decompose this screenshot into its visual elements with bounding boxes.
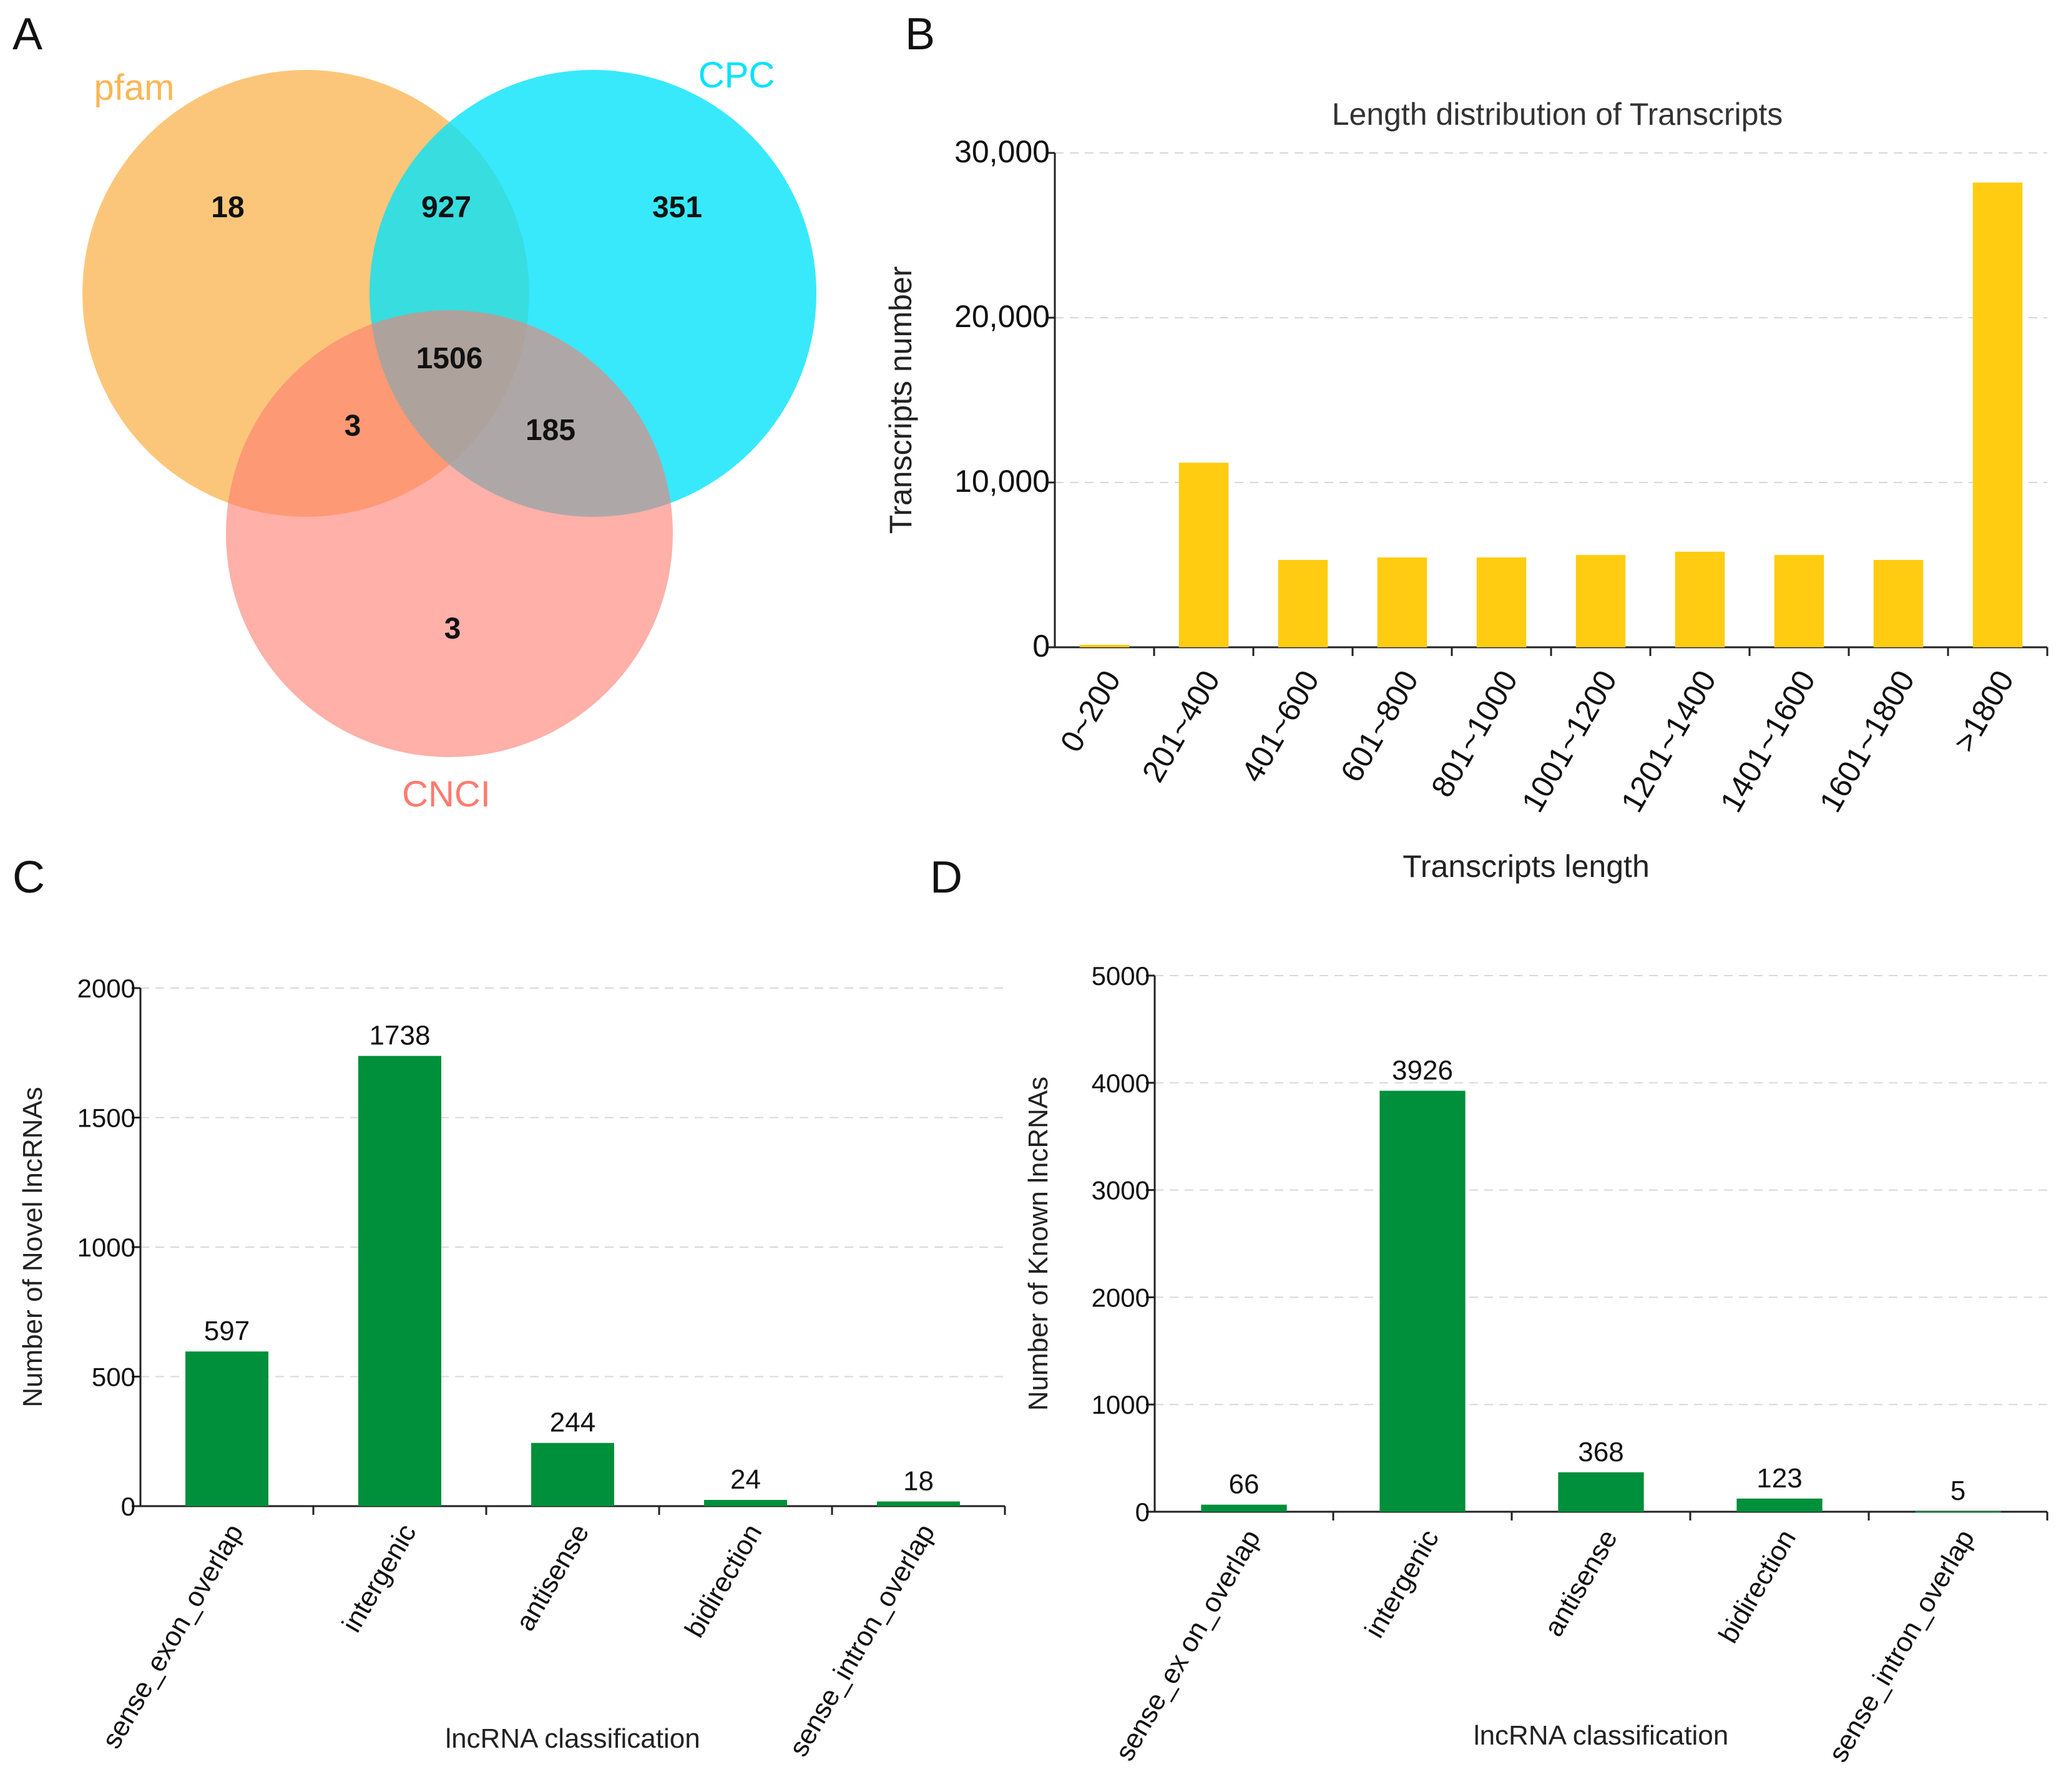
chart-c-data-label: 244 xyxy=(550,1408,595,1438)
venn-label-cnci: CNCI xyxy=(402,774,491,815)
chart-d-data-label: 66 xyxy=(1229,1469,1260,1500)
chart-b-y-tick-label: 0 xyxy=(1032,629,1050,663)
chart-d-bar xyxy=(1915,1511,2001,1513)
chart-d-y-axis-title: Number of Known lncRNAs xyxy=(1023,1077,1054,1411)
panel-letter-b: B xyxy=(905,9,936,59)
chart-d-y-tick-label: 2000 xyxy=(1092,1283,1150,1312)
chart-b-category-label: 601~800 xyxy=(1334,665,1426,788)
chart-c-bar xyxy=(531,1442,614,1506)
chart-b-bar xyxy=(1178,463,1229,647)
chart-b-bar xyxy=(1278,560,1328,647)
chart-b-y-tick-label: 30,000 xyxy=(954,134,1050,169)
chart-c-category-label: sense_exon_overlap xyxy=(96,1519,249,1754)
chart-b-category-label: >1800 xyxy=(1947,665,2021,758)
venn-label-pfam: pfam xyxy=(94,67,175,108)
chart-b-title: Length distribution of Transcripts xyxy=(1332,97,1783,132)
venn-count-pfam-cpc: 927 xyxy=(421,191,471,224)
chart-c-data-label: 24 xyxy=(730,1464,761,1495)
chart-b-category-label: 1201~1400 xyxy=(1614,665,1723,818)
chart-b-bar xyxy=(1675,551,1725,647)
chart-b-bar xyxy=(1079,645,1130,647)
chart-d-y-tick-label: 1000 xyxy=(1092,1390,1150,1419)
chart-c-bar xyxy=(358,1055,441,1506)
chart-d-bar xyxy=(1379,1090,1466,1512)
chart-d-category-label: sense_ex on_overlap xyxy=(1109,1525,1266,1766)
chart-b-y-axis-title: Transcripts number xyxy=(883,267,918,534)
chart-d-category-label: intergenic xyxy=(1359,1525,1445,1643)
chart-d-data-label: 3926 xyxy=(1392,1055,1453,1086)
chart-b-category-label: 201~400 xyxy=(1135,665,1227,788)
chart-c-bar xyxy=(877,1501,960,1506)
panel-letter-d: D xyxy=(930,853,962,903)
chart-c-y-tick-label: 2000 xyxy=(77,974,135,1003)
chart-c-category-label: intergenic xyxy=(336,1519,423,1638)
chart-c-data-label: 597 xyxy=(204,1316,250,1346)
chart-b-bar xyxy=(1774,555,1824,647)
venn-count-cpc-only: 351 xyxy=(652,191,702,224)
chart-b-category-label: 401~600 xyxy=(1235,665,1326,788)
venn-count-cpc-cnci: 185 xyxy=(526,414,575,447)
chart-d-data-label: 123 xyxy=(1756,1463,1802,1494)
panel-letter-c: C xyxy=(12,853,45,903)
chart-c-y-tick-label: 500 xyxy=(92,1363,135,1392)
venn-count-pfam-only: 18 xyxy=(211,191,244,224)
chart-b-category-label: 1401~1600 xyxy=(1713,665,1822,818)
venn-count-pfam-cnci: 3 xyxy=(345,409,361,443)
chart-c-data-label: 18 xyxy=(903,1466,934,1497)
chart-d-y-tick-label: 3000 xyxy=(1092,1176,1150,1205)
chart-b-category-label: 0~200 xyxy=(1054,665,1128,758)
chart-d-bar xyxy=(1201,1504,1287,1512)
chart-d-category-label: bidirection xyxy=(1713,1525,1802,1648)
chart-b-y-tick-label: 10,000 xyxy=(954,464,1050,499)
chart-d-category-label: antisense xyxy=(1538,1525,1623,1642)
chart-c-bar xyxy=(185,1351,268,1506)
chart-c-y-tick-label: 0 xyxy=(121,1492,135,1521)
venn-circle-cnci xyxy=(226,310,673,757)
chart-c-data-label: 1738 xyxy=(370,1021,431,1051)
chart-b-y-tick-label: 20,000 xyxy=(954,299,1050,334)
chart-c-x-axis-title: lncRNA classification xyxy=(445,1723,700,1754)
chart-d-y-tick-label: 0 xyxy=(1135,1497,1150,1527)
chart-c-bar xyxy=(704,1500,787,1506)
venn-count-all-three: 1506 xyxy=(416,342,483,375)
chart-d-bar xyxy=(1736,1498,1823,1512)
chart-b-bar xyxy=(1972,182,2023,647)
chart-d-x-axis-title: lncRNA classification xyxy=(1474,1720,1728,1751)
chart-b-category-label: 1601~1800 xyxy=(1813,665,1921,818)
chart-d-bar xyxy=(1558,1472,1644,1512)
chart-c-y-tick-label: 1500 xyxy=(77,1104,135,1133)
panel-letter-a: A xyxy=(12,9,43,59)
chart-c-y-tick-label: 1000 xyxy=(77,1233,135,1262)
chart-c-category-label: bidirection xyxy=(679,1519,768,1643)
chart-c-category-label: sense_intron_overlap xyxy=(783,1519,941,1762)
chart-d-data-label: 368 xyxy=(1578,1437,1623,1467)
chart-b-bar xyxy=(1873,560,1924,647)
chart-d-data-label: 5 xyxy=(1951,1476,1966,1506)
chart-b-category-label: 1001~1200 xyxy=(1515,665,1623,818)
chart-b-x-axis-title: Transcripts length xyxy=(1403,849,1650,884)
chart-b-bar xyxy=(1377,557,1427,647)
chart-d-category-label: sense_intron_overlap xyxy=(1823,1525,1980,1768)
chart-b-category-label: 801~1000 xyxy=(1424,665,1524,803)
chart-c-y-axis-title: Number of Novel lncRNAs xyxy=(17,1087,48,1408)
chart-d-y-tick-label: 5000 xyxy=(1092,961,1150,991)
venn-count-cnci-only: 3 xyxy=(444,612,461,645)
chart-d-y-tick-label: 4000 xyxy=(1092,1069,1150,1098)
chart-b-bar xyxy=(1476,557,1527,647)
venn-label-cpc: CPC xyxy=(698,55,775,95)
chart-c-category-label: antisense xyxy=(510,1519,595,1637)
chart-b-bar xyxy=(1575,555,1626,647)
